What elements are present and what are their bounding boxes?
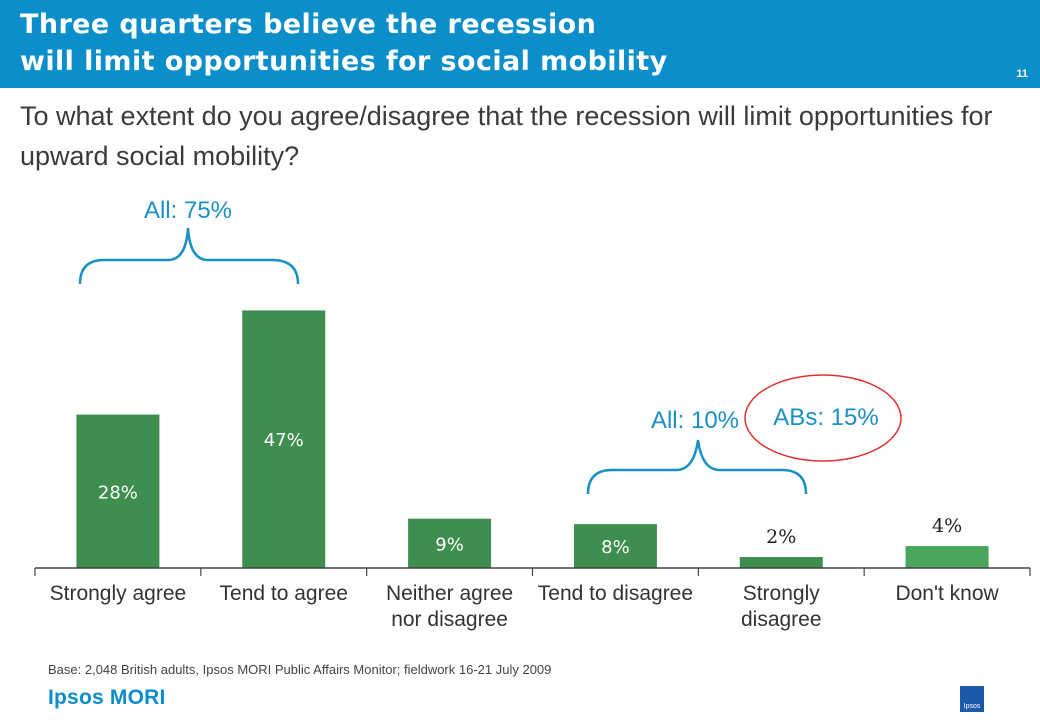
agree-bracket [78,227,300,285]
bars-group: 28% 47% 9% 8% 2% 4% [76,310,989,568]
abs-callout-label: ABs: 15% [773,404,878,431]
data-label: 28% [98,482,138,503]
bar-neither-agree-nor-disagree [408,518,492,568]
data-label: 2% [766,526,796,548]
data-label: 8% [601,537,630,558]
data-label: 9% [435,534,464,555]
survey-question: To what extent do you agree/disagree tha… [20,101,993,171]
bracket-group: All: 75% All: 10% ABs: 15% [78,197,902,495]
bar-tend-to-disagree [573,524,657,568]
data-label: 4% [932,515,962,537]
disagree-total-label: All: 10% [651,407,739,434]
page-number: 11 [1016,68,1028,80]
agree-total-label: All: 75% [144,197,232,224]
x-tick-label: Strongly [743,582,821,605]
footnote-base: Base: 2,048 British adults, Ipsos MORI P… [48,662,552,677]
x-tick-label: disagree [741,608,822,631]
bar-don-t-know [905,546,989,568]
ipsos-mori-logo: Ipsos MORI [48,686,166,709]
x-tick-label: Neither agree [386,582,513,605]
x-tick-label: Tend to agree [220,582,348,605]
x-tick-label: nor disagree [391,608,508,631]
page-title-line-2: will limit opportunities for social mobi… [20,46,668,77]
disagree-bracket [586,439,808,495]
ipsos-badge-logo: Ipsos [960,686,984,712]
bar-strongly-agree [76,414,160,568]
bar-strongly-disagree [739,557,823,568]
x-labels-group: Strongly agree Tend to agree Neither agree… [50,582,1000,631]
page-title-line-1: Three quarters believe the recession [20,9,597,40]
page-title: Three quarters believe the recession wil… [20,6,668,80]
abs-callout-circle [744,374,902,462]
data-label: 47% [264,430,304,451]
x-tick-label: Strongly agree [50,582,187,605]
bar-tend-to-agree [242,310,326,568]
x-tick-label: Don't know [895,582,999,605]
title-banner: Three quarters believe the recession wil… [0,0,1040,88]
x-ticks-group [34,568,1031,576]
x-tick-label: Tend to disagree [538,582,693,605]
